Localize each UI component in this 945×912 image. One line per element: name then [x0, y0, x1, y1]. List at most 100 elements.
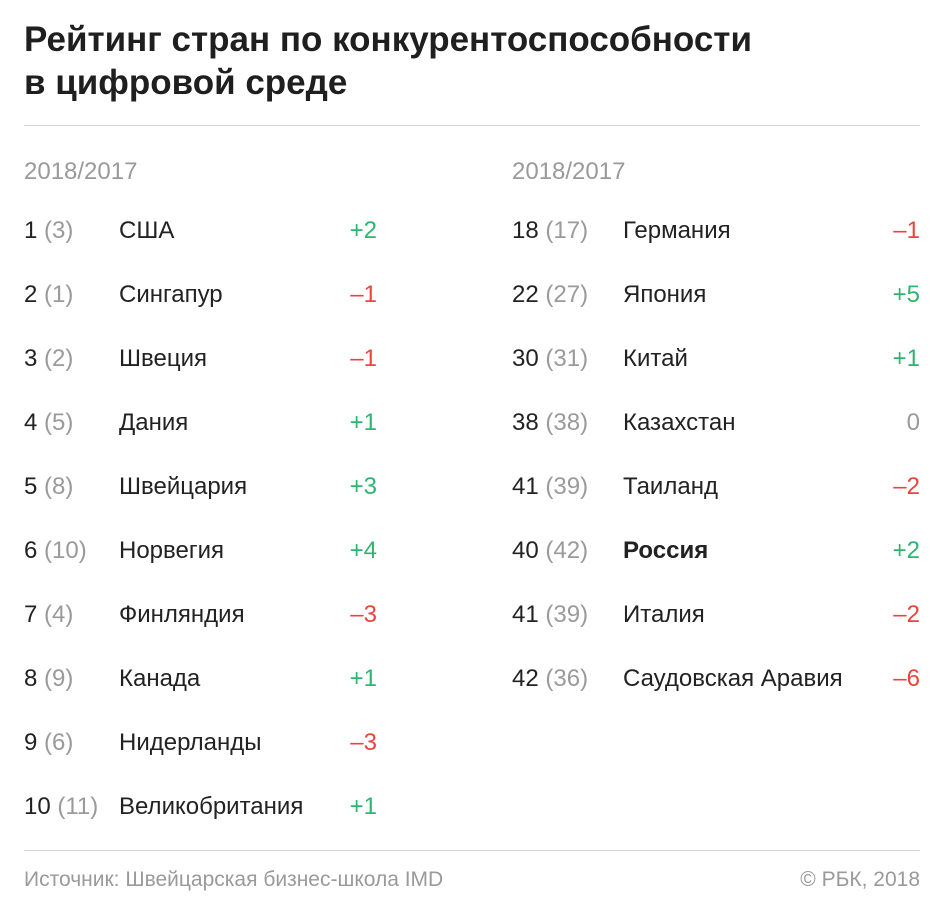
rank-change: +2	[349, 217, 377, 244]
country-name: Норвегия	[119, 537, 225, 564]
ranking-row: 1 (3) США +2	[24, 214, 377, 248]
rank-2018: 30	[512, 345, 539, 372]
rank-2017: (17)	[545, 217, 589, 244]
rank-2018: 7	[24, 601, 38, 628]
rank-cell: 10 (11)	[24, 790, 98, 824]
rank-2018: 8	[24, 665, 38, 692]
rank-2018: 40	[512, 537, 539, 564]
ranking-row: 40 (42) Россия +2	[512, 534, 920, 568]
rank-cell: 18 (17)	[512, 214, 588, 248]
ranking-row: 7 (4) Финляндия –3	[24, 598, 377, 632]
rank-cell: 22 (27)	[512, 278, 588, 312]
rank-2018: 42	[512, 665, 539, 692]
ranking-row: 18 (17) Германия –1	[512, 214, 920, 248]
ranking-row: 10 (11) Великобритания +1	[24, 790, 377, 824]
rank-change: –3	[350, 729, 377, 756]
country-name: Великобритания	[119, 793, 304, 820]
right-column-header: 2018/2017	[512, 158, 626, 185]
rank-change: +3	[349, 473, 377, 500]
country-name: Россия	[623, 537, 709, 564]
rank-change: –3	[350, 601, 377, 628]
rank-cell: 30 (31)	[512, 342, 588, 376]
rank-cell: 41 (39)	[512, 470, 588, 504]
rank-2017: (31)	[545, 345, 589, 372]
rank-2017: (6)	[44, 729, 74, 756]
rank-cell: 8 (9)	[24, 662, 73, 696]
rank-cell: 9 (6)	[24, 726, 73, 760]
chart-title: Рейтинг стран по конкурентоспособности в…	[24, 18, 904, 104]
rank-2018: 4	[24, 409, 38, 436]
rank-2017: (8)	[44, 473, 74, 500]
rank-2017: (3)	[44, 217, 74, 244]
rank-change: –1	[350, 345, 377, 372]
ranking-row: 5 (8) Швейцария +3	[24, 470, 377, 504]
rank-2017: (36)	[545, 665, 589, 692]
country-name: Швейцария	[119, 473, 248, 500]
rank-2017: (4)	[44, 601, 74, 628]
rank-cell: 4 (5)	[24, 406, 73, 440]
rank-cell: 38 (38)	[512, 406, 588, 440]
rank-cell: 5 (8)	[24, 470, 73, 504]
rank-change: +1	[349, 793, 377, 820]
rank-2018: 5	[24, 473, 38, 500]
rank-cell: 2 (1)	[24, 278, 73, 312]
ranking-row: 8 (9) Канада +1	[24, 662, 377, 696]
rank-2018: 41	[512, 601, 539, 628]
rank-2017: (39)	[545, 473, 589, 500]
country-name: Канада	[119, 665, 201, 692]
ranking-row: 42 (36) Саудовская Аравия –6	[512, 662, 920, 696]
rank-cell: 40 (42)	[512, 534, 588, 568]
country-name: Дания	[119, 409, 189, 436]
ranking-row: 41 (39) Италия –2	[512, 598, 920, 632]
country-name: Германия	[623, 217, 731, 244]
rank-2017: (11)	[57, 793, 99, 820]
ranking-row: 9 (6) Нидерланды –3	[24, 726, 377, 760]
rank-2018: 38	[512, 409, 539, 436]
chart-title-line-2: в цифровой среде	[24, 63, 348, 102]
rank-2018: 6	[24, 537, 38, 564]
country-name: США	[119, 217, 175, 244]
country-name: Швеция	[119, 345, 207, 372]
rank-cell: 41 (39)	[512, 598, 588, 632]
rank-2017: (27)	[545, 281, 589, 308]
rank-change: –1	[893, 217, 920, 244]
rank-2017: (1)	[44, 281, 74, 308]
ranking-row: 6 (10) Норвегия +4	[24, 534, 377, 568]
rank-change: –1	[350, 281, 377, 308]
country-name: Таиланд	[623, 473, 718, 500]
country-name: Нидерланды	[119, 729, 262, 756]
rank-cell: 6 (10)	[24, 534, 87, 568]
rank-change: –2	[893, 601, 920, 628]
rank-2017: (42)	[545, 537, 589, 564]
country-name: Италия	[623, 601, 705, 628]
rank-2017: (9)	[44, 665, 74, 692]
rank-2017: (38)	[545, 409, 589, 436]
ranking-row: 22 (27) Япония +5	[512, 278, 920, 312]
bottom-divider	[24, 850, 920, 851]
country-name: Саудовская Аравия	[623, 665, 843, 692]
rank-2018: 22	[512, 281, 539, 308]
ranking-row: 4 (5) Дания +1	[24, 406, 377, 440]
country-name: Сингапур	[119, 281, 223, 308]
ranking-row: 41 (39) Таиланд –2	[512, 470, 920, 504]
country-name: Китай	[623, 345, 688, 372]
rank-cell: 3 (2)	[24, 342, 73, 376]
rank-change: +1	[892, 345, 920, 372]
country-name: Казахстан	[623, 409, 736, 436]
country-name: Япония	[623, 281, 707, 308]
rank-2017: (2)	[44, 345, 74, 372]
rank-cell: 1 (3)	[24, 214, 73, 248]
rank-2018: 1	[24, 217, 38, 244]
ranking-row: 3 (2) Швеция –1	[24, 342, 377, 376]
rank-change: 0	[906, 409, 920, 436]
rank-cell: 42 (36)	[512, 662, 588, 696]
rank-cell: 7 (4)	[24, 598, 73, 632]
rank-2018: 18	[512, 217, 539, 244]
rank-2018: 41	[512, 473, 539, 500]
ranking-row: 30 (31) Китай +1	[512, 342, 920, 376]
rank-2018: 9	[24, 729, 38, 756]
rank-2018: 2	[24, 281, 38, 308]
rank-change: +1	[349, 409, 377, 436]
left-column-header: 2018/2017	[24, 158, 138, 185]
rank-2017: (5)	[44, 409, 74, 436]
